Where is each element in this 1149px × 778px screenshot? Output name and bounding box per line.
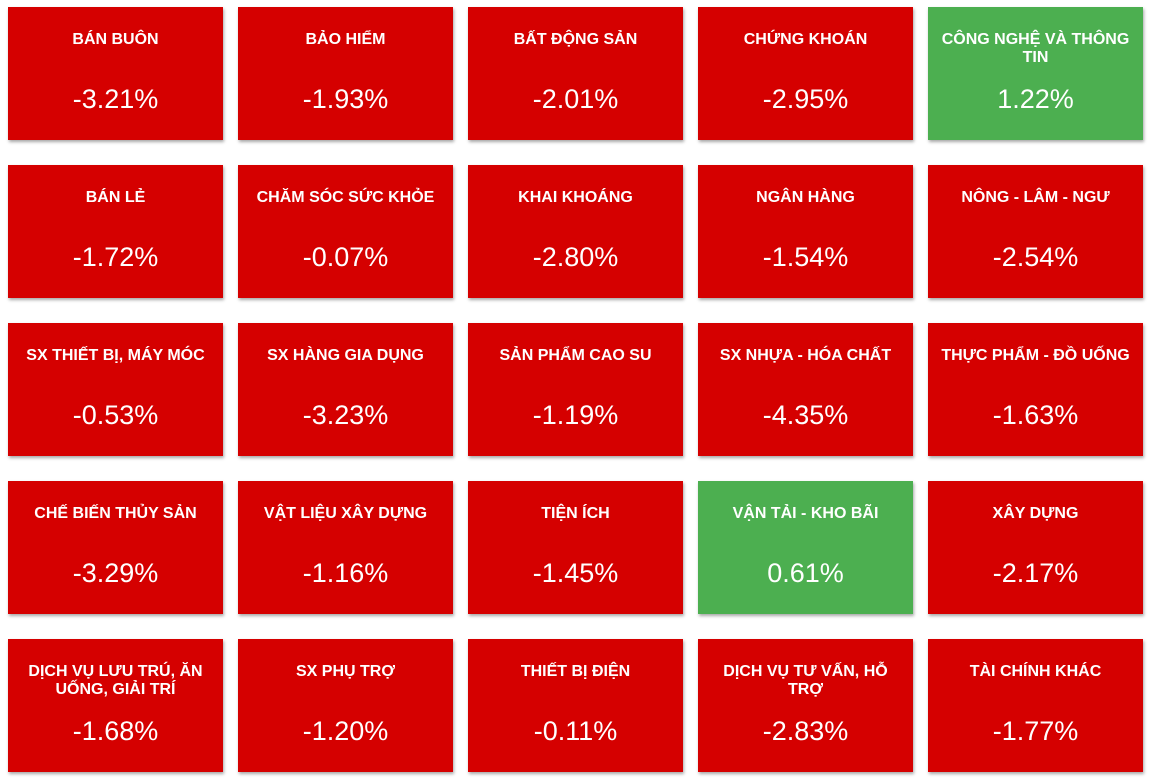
sector-name: CHĂM SÓC SỨC KHỎE [256,189,435,206]
sector-name: SX NHỰA - HÓA CHẤT [719,347,892,364]
sector-name: VẬN TẢI - KHO BÃI [732,505,879,522]
sector-change: -3.21% [72,84,159,114]
sector-tile[interactable]: BẢO HIỂM -1.93% [238,7,453,140]
sector-name: NGÂN HÀNG [756,189,855,206]
sector-name: VẬT LIỆU XÂY DỰNG [263,505,428,522]
sector-tile[interactable]: DỊCH VỤ LƯU TRÚ, ĂN UỐNG, GIẢI TRÍ -1.68% [8,639,223,772]
sector-tile[interactable]: CHẾ BIẾN THỦY SẢN -3.29% [8,481,223,614]
sector-tile[interactable]: TIỆN ÍCH -1.45% [468,481,683,614]
sector-name: THIẾT BỊ ĐIỆN [520,663,631,680]
sector-name: KHAI KHOÁNG [518,189,633,206]
sector-name: BẤT ĐỘNG SẢN [513,31,638,48]
sector-change: 1.22% [997,84,1074,114]
sector-tile[interactable]: CÔNG NGHỆ VÀ THÔNG TIN 1.22% [928,7,1143,140]
sector-change: -1.16% [302,558,389,588]
sector-change: -3.23% [302,400,389,430]
sector-change: -2.83% [762,716,849,746]
sector-change: -1.93% [302,84,389,114]
sector-name: TÀI CHÍNH KHÁC [969,663,1102,680]
sector-tile[interactable]: THỰC PHẨM - ĐỒ UỐNG -1.63% [928,323,1143,456]
sector-tile[interactable]: BÁN LẺ -1.72% [8,165,223,298]
sector-change: -0.07% [302,242,389,272]
sector-name: SẢN PHẨM CAO SU [499,347,652,364]
sector-tile[interactable]: KHAI KHOÁNG -2.80% [468,165,683,298]
sector-name: NÔNG - LÂM - NGƯ [961,189,1110,206]
sector-name: SX PHỤ TRỢ [296,663,395,680]
sector-change: -4.35% [762,400,849,430]
sector-name: XÂY DỰNG [992,505,1079,522]
sector-name: BÁN LẺ [85,189,146,206]
sector-change: -1.63% [992,400,1079,430]
sector-change: -2.17% [992,558,1079,588]
sector-tile[interactable]: SX THIẾT BỊ, MÁY MÓC -0.53% [8,323,223,456]
sector-change: -1.54% [762,242,849,272]
sector-tile[interactable]: NGÂN HÀNG -1.54% [698,165,913,298]
sector-change: -2.01% [532,84,619,114]
sector-tile[interactable]: NÔNG - LÂM - NGƯ -2.54% [928,165,1143,298]
sector-tile[interactable]: XÂY DỰNG -2.17% [928,481,1143,614]
sector-name: CHẾ BIẾN THỦY SẢN [34,505,197,522]
sector-tile[interactable]: THIẾT BỊ ĐIỆN -0.11% [468,639,683,772]
sector-tile[interactable]: BẤT ĐỘNG SẢN -2.01% [468,7,683,140]
sector-change: -2.95% [762,84,849,114]
sector-name: BÁN BUÔN [72,31,159,48]
sector-tile[interactable]: SẢN PHẨM CAO SU -1.19% [468,323,683,456]
sector-change: -0.11% [533,716,618,746]
sector-change: -1.20% [302,716,389,746]
sector-tile[interactable]: TÀI CHÍNH KHÁC -1.77% [928,639,1143,772]
sector-change: -1.19% [532,400,619,430]
sector-tile[interactable]: SX HÀNG GIA DỤNG -3.23% [238,323,453,456]
sector-name: SX THIẾT BỊ, MÁY MÓC [26,347,205,364]
sector-tile[interactable]: CHĂM SÓC SỨC KHỎE -0.07% [238,165,453,298]
sector-tile[interactable]: SX NHỰA - HÓA CHẤT -4.35% [698,323,913,456]
sector-name: SX HÀNG GIA DỤNG [267,347,424,364]
sector-name: DỊCH VỤ TƯ VẤN, HỖ TRỢ [723,663,888,698]
sector-change: -0.53% [72,400,159,430]
sector-change: -1.77% [992,716,1079,746]
sector-tile[interactable]: CHỨNG KHOÁN -2.95% [698,7,913,140]
sector-change: -2.80% [532,242,619,272]
sector-tile[interactable]: BÁN BUÔN -3.21% [8,7,223,140]
sector-change: -1.45% [532,558,619,588]
sector-change: -1.72% [72,242,159,272]
sector-change: -2.54% [992,242,1079,272]
sector-name: DỊCH VỤ LƯU TRÚ, ĂN UỐNG, GIẢI TRÍ [28,663,203,698]
sector-tile[interactable]: VẬT LIỆU XÂY DỰNG -1.16% [238,481,453,614]
sector-tile[interactable]: DỊCH VỤ TƯ VẤN, HỖ TRỢ -2.83% [698,639,913,772]
sector-tile[interactable]: VẬN TẢI - KHO BÃI 0.61% [698,481,913,614]
sector-name: BẢO HIỂM [305,31,386,48]
sector-name: TIỆN ÍCH [541,505,610,522]
sector-change: -3.29% [72,558,159,588]
sector-name: CHỨNG KHOÁN [743,31,868,48]
sector-name: CÔNG NGHỆ VÀ THÔNG TIN [941,31,1130,66]
sector-name: THỰC PHẨM - ĐỒ UỐNG [941,347,1130,364]
sector-change: -1.68% [72,716,159,746]
sector-tile[interactable]: SX PHỤ TRỢ -1.20% [238,639,453,772]
sector-change: 0.61% [767,558,844,588]
